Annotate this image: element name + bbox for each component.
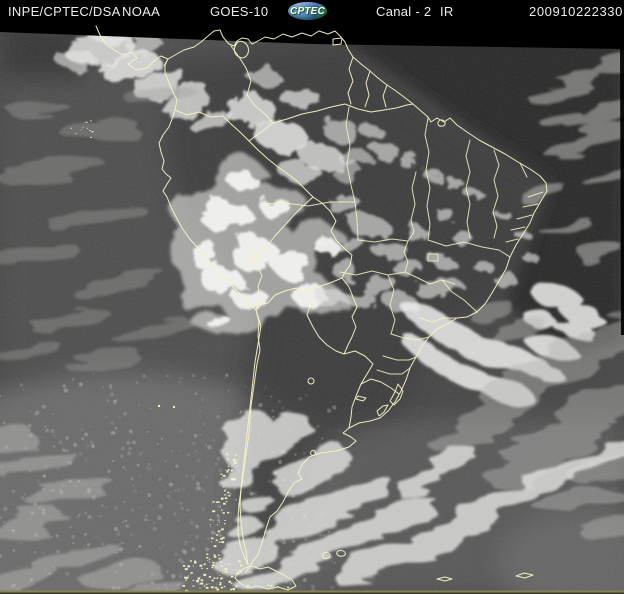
film-grain-overlay bbox=[0, 22, 624, 594]
agency-label: INPE/CPTEC/DSA bbox=[8, 4, 121, 19]
satellite-label: GOES-10 bbox=[210, 4, 269, 19]
scan-edge-right-strip bbox=[620, 49, 624, 335]
cptec-logo: CPTEC bbox=[288, 2, 327, 20]
country-borders bbox=[163, 45, 414, 566]
header-bar: INPE/CPTEC/DSA NOAA GOES-10 CPTEC Canal … bbox=[0, 0, 624, 22]
cptec-logo-text: CPTEC bbox=[290, 5, 325, 17]
bottom-edge-line bbox=[0, 590, 624, 594]
federal-district-outline bbox=[427, 253, 439, 262]
coastline bbox=[95, 25, 548, 591]
map-borders bbox=[70, 25, 548, 592]
lakes-and-islands bbox=[233, 37, 534, 582]
noaa-label: NOAA bbox=[122, 4, 161, 19]
band-label: IR bbox=[440, 4, 454, 19]
timestamp-label: 200910222330 bbox=[529, 4, 623, 19]
channel-label: Canal - 2 bbox=[376, 4, 432, 19]
brazil-state-borders bbox=[261, 106, 544, 375]
